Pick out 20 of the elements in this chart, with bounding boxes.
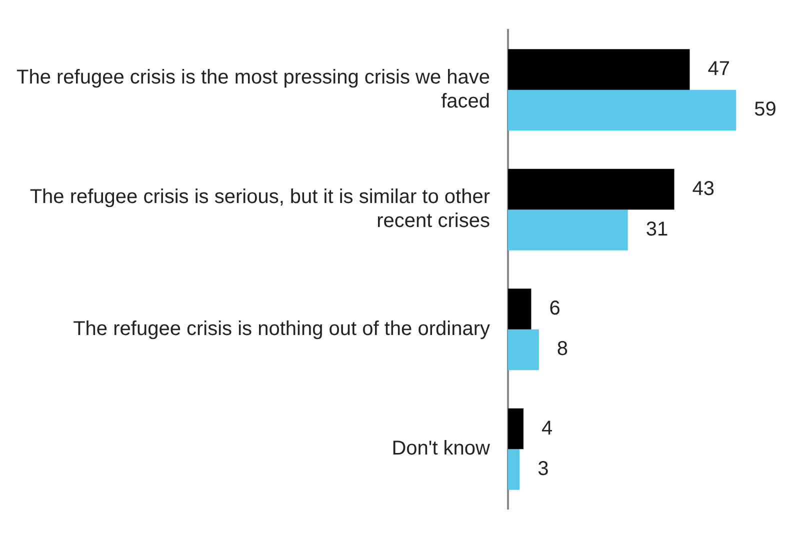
bar	[508, 49, 690, 90]
bar	[508, 449, 520, 490]
data-label: 59	[754, 98, 776, 121]
data-label: 8	[556, 338, 568, 360]
bar	[508, 90, 736, 131]
data-label: 3	[538, 458, 549, 480]
data-label: 43	[692, 178, 715, 200]
data-label: 31	[646, 218, 668, 240]
bar	[508, 329, 539, 370]
bar	[508, 168, 674, 210]
y-tick-label: The refugee crisis is nothing out of the ordinary	[73, 318, 490, 340]
data-label: 47	[708, 58, 730, 80]
data-label: 4	[541, 417, 553, 440]
y-tick-label: The refugee crisis is serious, but it is similar to other recent crises	[30, 186, 490, 232]
y-tick-label: The refugee crisis is the most pressing crisis we have faced	[16, 66, 490, 112]
bar	[508, 408, 524, 450]
bar	[508, 210, 628, 250]
bar	[508, 288, 532, 330]
y-tick-label: Don't know	[392, 438, 491, 460]
data-label: 6	[549, 298, 560, 320]
